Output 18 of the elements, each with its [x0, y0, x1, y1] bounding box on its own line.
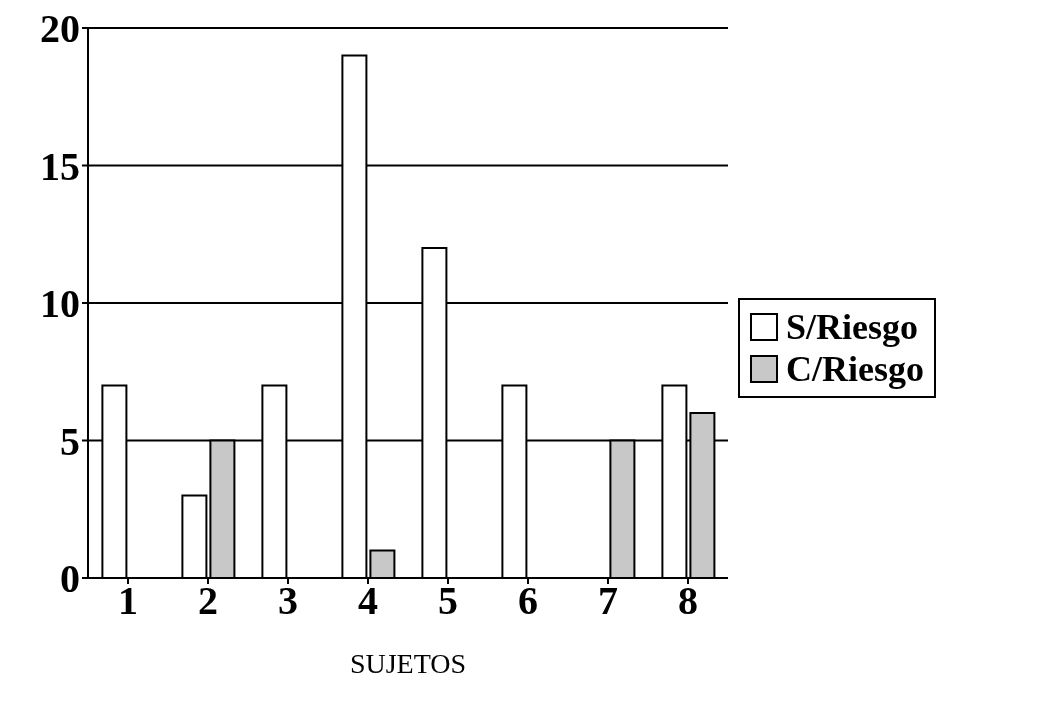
bar: [369, 549, 396, 578]
x-tick-label: 7: [598, 578, 618, 624]
x-axis-title: SUJETOS: [349, 648, 467, 679]
x-tick-label: 5: [438, 578, 458, 624]
x-tick-label: 3: [278, 578, 298, 624]
x-tick-label: 6: [518, 578, 538, 624]
y-tick-label: 20: [40, 6, 80, 52]
legend-label: C/Riesgo: [786, 348, 924, 390]
x-tick-label: 8: [678, 578, 698, 624]
y-tick-label: 5: [60, 418, 80, 464]
x-tick-label: 1: [118, 578, 138, 624]
y-tick-label: 15: [40, 143, 80, 189]
x-tick-label: 2: [198, 578, 218, 624]
y-tick-label: 0: [60, 556, 80, 602]
x-tick-label: 4: [358, 578, 378, 624]
legend-label: S/Riesgo: [786, 306, 919, 348]
bar: [181, 494, 208, 578]
y-tick-label: 10: [40, 281, 80, 327]
